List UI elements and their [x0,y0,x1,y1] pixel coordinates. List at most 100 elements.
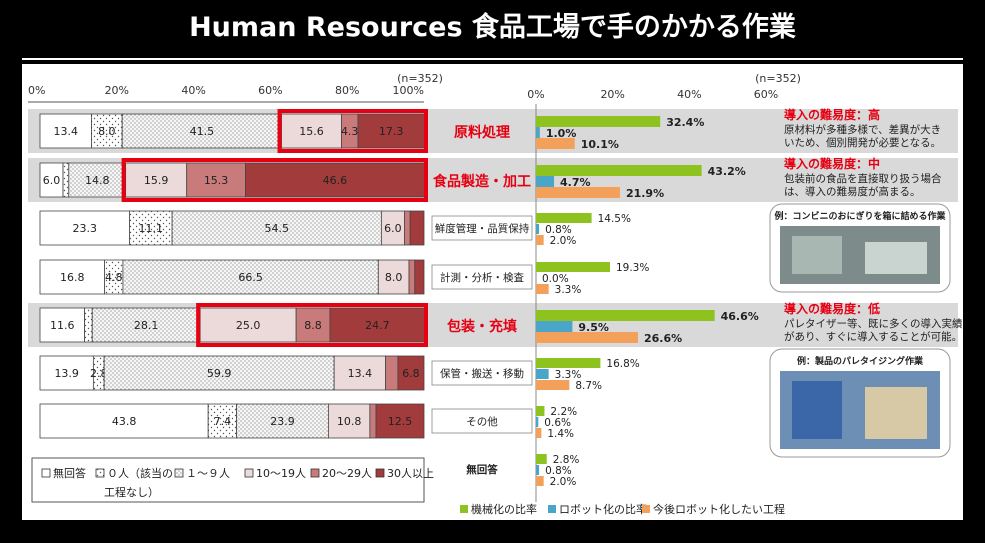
stacked-bar-segment [129,210,173,246]
category-label-box [431,215,533,241]
page-title: Human Resources 食品工場で手のかかる作業 [189,12,796,43]
stacked-bar-segment [62,162,70,198]
legend-swatch [41,468,51,478]
callout-text: 原材料が多種多様で、差異が大き [784,123,941,136]
photo-caption: 例：製品のパレタイジング作業 [797,355,924,367]
rate-bar [536,332,638,343]
rate-bar [536,187,620,198]
category-label: 鮮度管理・品質保持 [435,222,530,235]
segment-value-label: 6.8 [402,367,420,380]
bar-value-label: 2.2% [550,406,577,418]
segment-value-label: 8.0 [98,125,116,138]
x-tick-label: 60% [754,88,778,101]
legend-swatch [174,468,184,478]
segment-value-label: 43.8 [112,415,137,428]
emphasis-box [196,303,428,347]
legend-label: 10〜19人 [256,467,306,480]
callout-text: があり、すぐに導入することが可能。 [784,330,962,343]
callout-text: 包装前の食品を直接取り扱う場合 [784,172,942,185]
bar-value-label: 2.0% [550,476,577,488]
segment-value-label: 8.8 [304,319,322,332]
segment-value-label: 8.0 [385,271,403,284]
rate-bar [536,116,661,127]
rate-bar [536,176,555,187]
legend-label: 工程なし） [104,486,159,499]
emphasis-box [121,158,429,202]
stacked-bar-segment [199,307,297,343]
rate-bar [536,465,540,475]
legend-swatch [548,505,556,513]
stacked-bar-segment [409,210,425,246]
stacked-bar-segment [385,355,399,391]
stacked-bar-chart: 0% 20% 40% 60% 80% 100%(n=352) 13.4 8.0 41.5 15.6… [28,72,443,503]
legend-box [31,457,425,503]
legend-label: 今後ロボット化したい工程 [653,502,785,516]
segment-value-label: 25.0 [236,319,261,332]
segment-value-label: 66.5 [238,271,263,284]
legend-swatch [244,468,254,478]
rate-bar [536,138,575,149]
stacked-bar-segment [103,355,335,391]
x-tick-label: 100% [393,84,424,97]
stacked-bar-segment [397,355,425,391]
stacked-bar-segment [245,162,425,198]
stacked-bar-segment [295,307,331,343]
segment-value-label: 23.9 [270,415,295,428]
bar-value-label: 10.1% [581,138,619,151]
legend-label: 無回答 [53,466,86,480]
bar-value-label: 0.8% [545,224,572,236]
segment-value-label: 24.7 [365,319,390,332]
segment-value-label: 7.4 [214,415,232,428]
x-tick-label: 60% [258,84,282,97]
x-tick-label: 40% [677,88,701,101]
stacked-bar-segment [39,307,85,343]
stacked-bar-segment [39,403,209,439]
rate-bar [536,127,540,138]
rate-bar [536,213,592,223]
bar-value-label: 16.8% [606,358,639,370]
x-tick-label: 40% [181,84,205,97]
stacked-bar-segment [404,210,411,246]
bar-value-label: 2.8% [553,454,580,466]
stacked-bar-segment [408,259,416,295]
rate-bar [536,406,545,416]
bar-value-label: 8.7% [575,380,602,392]
category-label-box [431,360,533,386]
stacked-bar-segment [121,113,282,149]
category-label: 食品製造・加工 [433,173,531,190]
bar-value-label: 32.4% [666,116,704,129]
bar-value-label: 21.9% [626,187,664,200]
stacked-bar-segment [333,355,387,391]
legend-swatch [95,468,105,478]
category-label-box [431,408,533,434]
segment-value-label: 16.8 [60,271,85,284]
stacked-bar-segment [171,210,382,246]
bar-value-label: 19.3% [616,262,649,274]
photo-image-detail [792,236,842,274]
bar-value-label: 0.8% [545,465,572,477]
legend-label: 30人以上 [387,467,434,480]
rate-bar [536,476,544,486]
rate-bar [536,380,570,390]
segment-value-label: 12.5 [388,415,413,428]
stacked-bar-segment [84,307,93,343]
x-tick-label: 80% [335,84,359,97]
segment-value-label: 10.8 [337,415,362,428]
rate-bar [536,358,601,368]
segment-value-label: 13.9 [54,367,79,380]
rate-bar [536,321,573,332]
segment-value-label: 14.8 [85,174,110,187]
stacked-bar-segment [91,113,123,149]
category-label: その他 [466,415,498,428]
category-label: 原料処理 [454,124,510,141]
callouts: 導入の難易度：高原材料が多種多様で、差異が大きいため、個別開発が必要となる。導入… [769,107,963,458]
stacked-bar-segment [357,113,425,149]
rate-bar [536,428,542,438]
callout-heading: 導入の難易度：高 [784,107,880,122]
rate-bar [536,284,549,294]
photo-image-detail [865,387,927,439]
stacked-bar-segment [375,403,425,439]
bar-value-label: 1.4% [547,428,574,440]
bar-value-label: 0.0% [542,273,569,285]
sample-size-label: (n=352) [397,72,443,85]
